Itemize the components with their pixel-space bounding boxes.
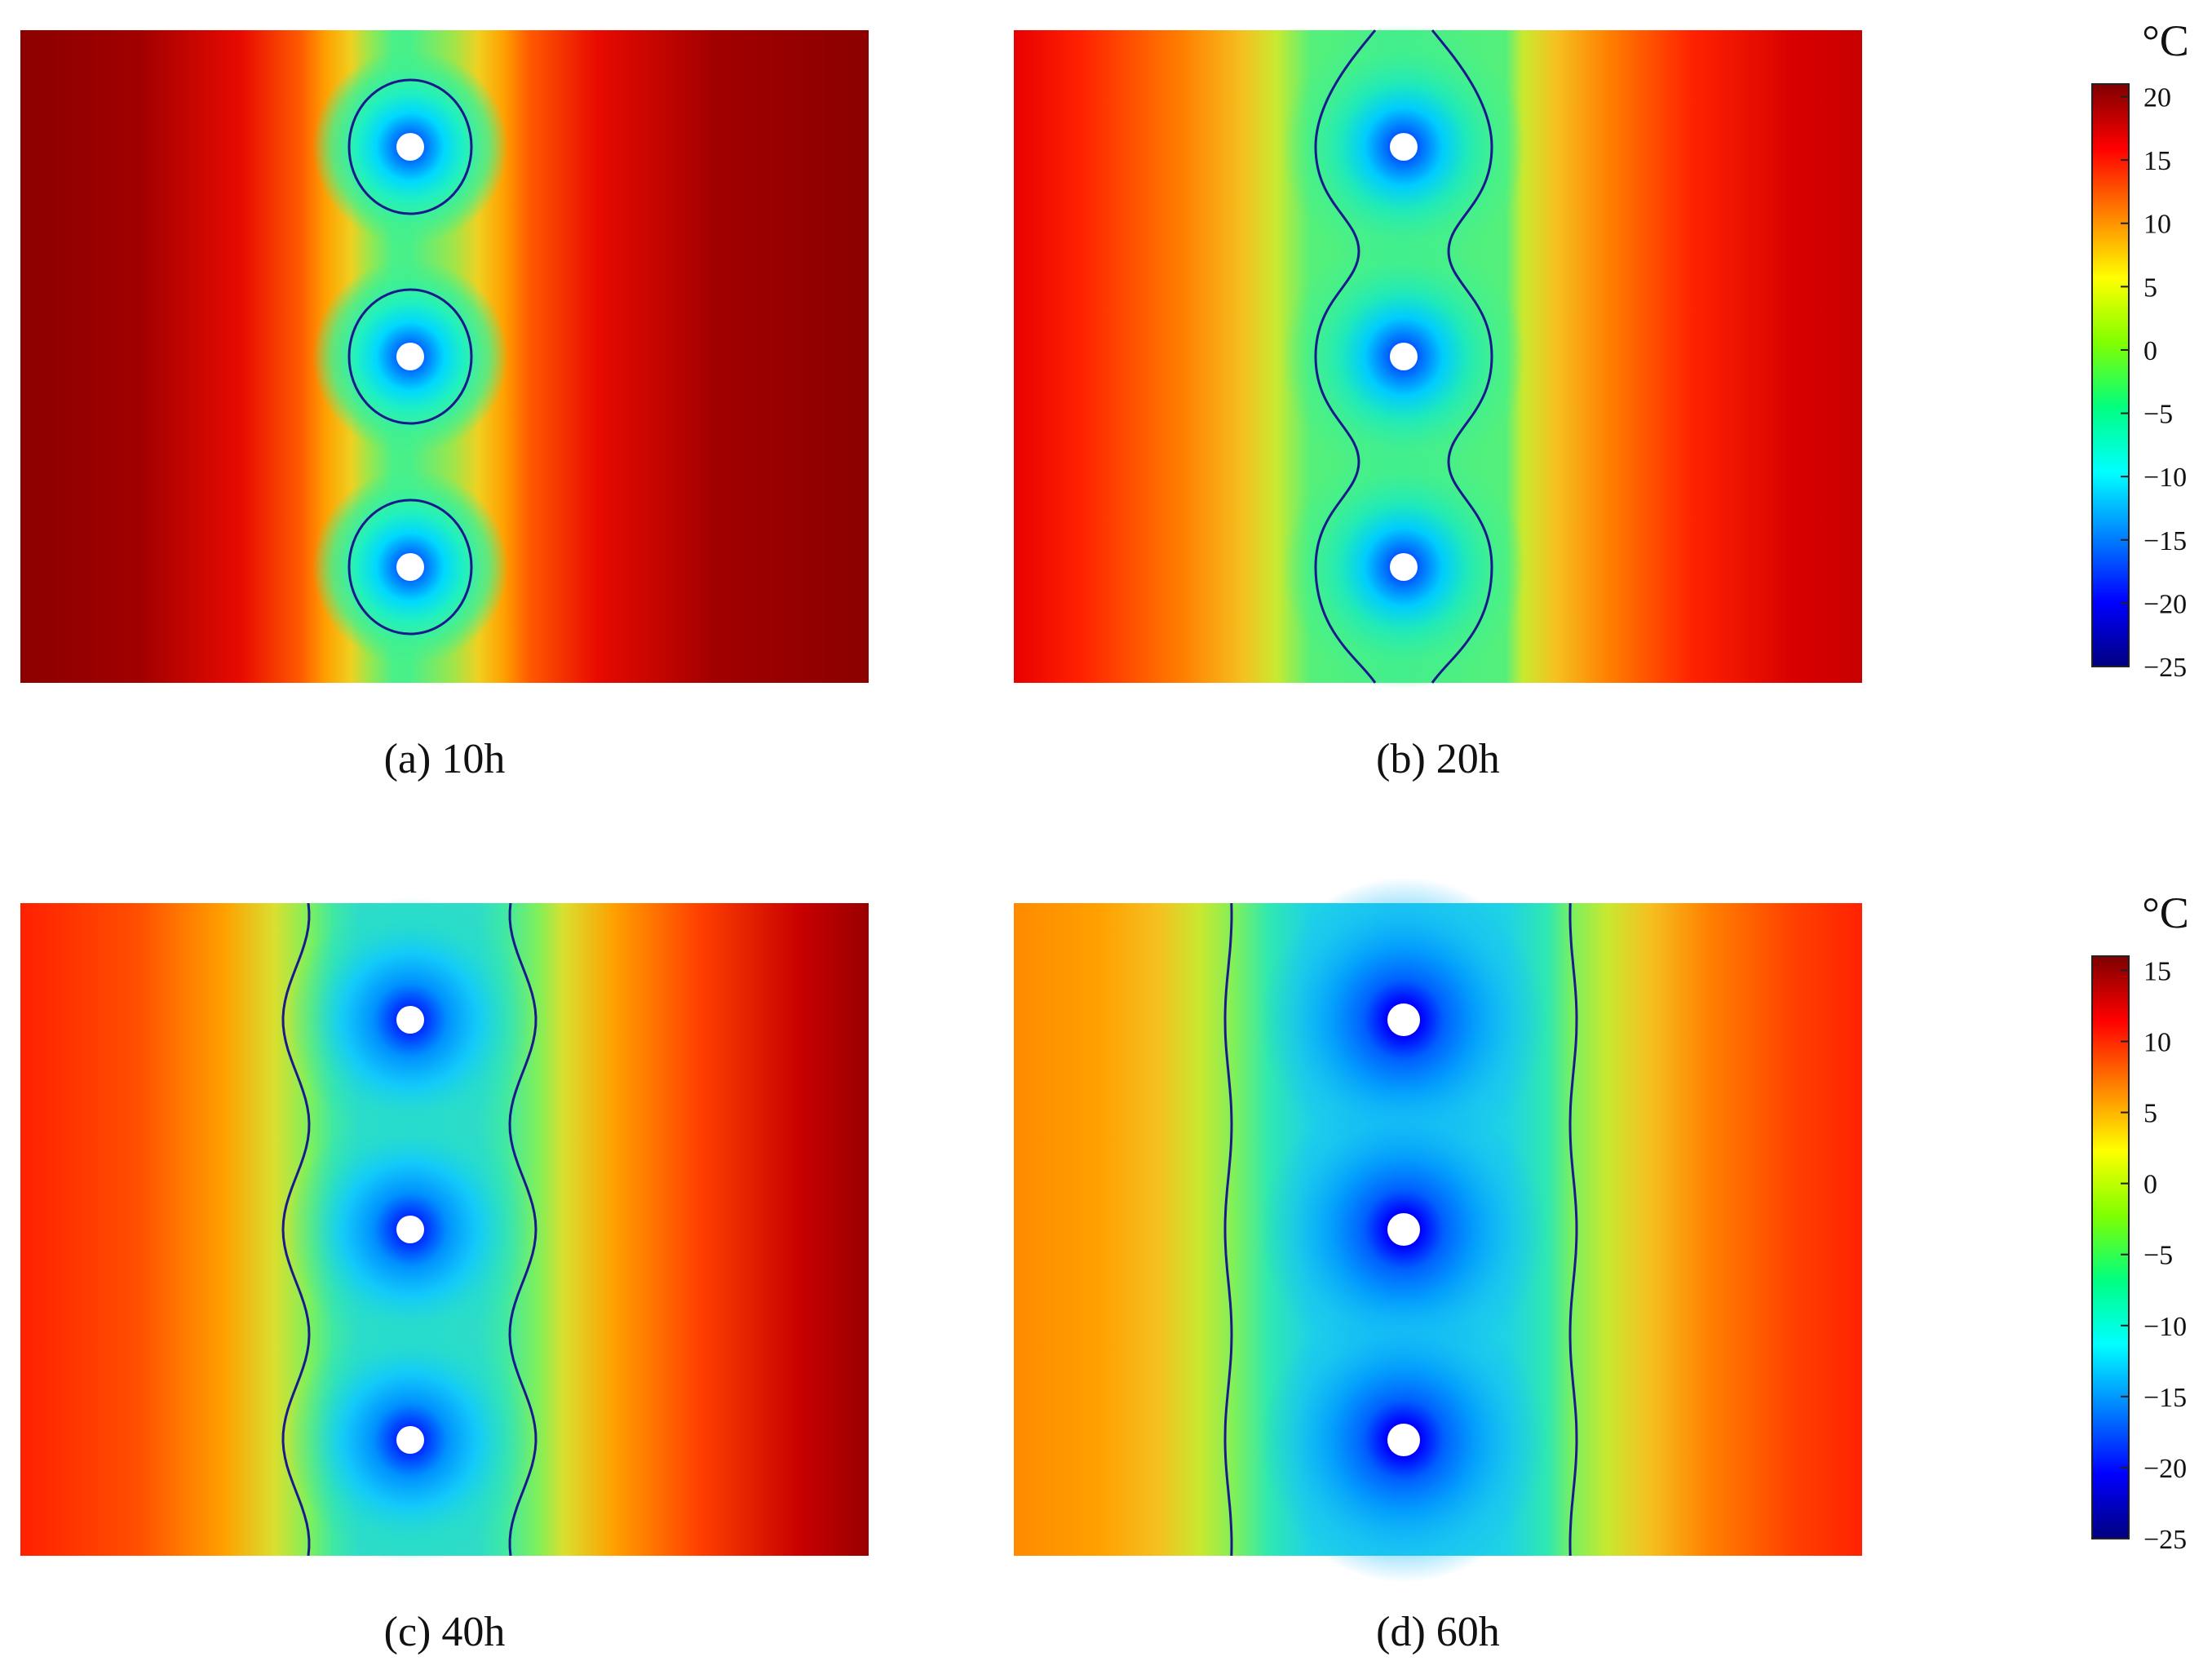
colorbar-bottom-unit: °C [2142, 888, 2189, 937]
colorbar-tick-label: −15 [2143, 1383, 2187, 1413]
colorbar-tick-label: −25 [2143, 653, 2187, 683]
panel-a-caption: (a) 10h [384, 736, 506, 782]
colorbar-tick-label: −10 [2143, 1312, 2187, 1342]
colorbar-tick-label: 5 [2143, 272, 2157, 303]
panel-d-freeze-pipes [1387, 1003, 1420, 1456]
panel-a-zero-isotherm [347, 78, 473, 636]
colorbar-tick-label: 0 [2143, 336, 2157, 366]
colorbar-tick-label: 10 [2143, 1027, 2171, 1057]
panel-c-freeze-pipes [396, 1006, 424, 1454]
zero-isotherm-ring [347, 78, 473, 215]
colorbar-tick-label: −25 [2143, 1525, 2187, 1555]
colorbar-tick-label: 15 [2143, 956, 2171, 986]
freeze-pipe-2 [396, 1216, 424, 1243]
colorbar-top: °C −25 −20 −15 −10 −5 0 5 10 15 20 [2091, 16, 2189, 683]
zero-isotherm-ring [347, 288, 473, 425]
panel-b-freeze-pipes [1390, 133, 1418, 581]
freeze-pipe-3 [396, 553, 424, 581]
colorbar-tick-label: −20 [2143, 1454, 2187, 1484]
colorbar-tick-label: −15 [2143, 526, 2187, 556]
zero-isotherm-left [1223, 902, 1233, 1557]
panel-b-caption: (b) 20h [1376, 736, 1500, 782]
freeze-pipe-1 [396, 133, 424, 161]
panel-c-40h: (c) 40h [20, 897, 869, 1655]
panel-d-60h: (d) 60h [1014, 877, 1862, 1655]
colorbar-tick-label: −5 [2143, 1241, 2173, 1271]
colorbar-bottom-ticks: −25 −20 −15 −10 −5 0 5 10 15 [2121, 956, 2187, 1555]
colorbar-tick-label: −20 [2143, 589, 2187, 619]
colorbar-top-ticks: −25 −20 −15 −10 −5 0 5 10 15 20 [2121, 83, 2187, 683]
freeze-pipe-1 [396, 1006, 424, 1034]
freeze-pipe-2 [1390, 343, 1418, 370]
colorbar-tick-label: 20 [2143, 83, 2171, 113]
freeze-pipe-1 [1387, 1003, 1420, 1036]
panel-b-zero-isotherm [1314, 29, 1493, 684]
zero-isotherm-right [1568, 902, 1578, 1557]
freeze-pipe-3 [1387, 1424, 1420, 1456]
panel-b-20h: (b) 20h [1014, 24, 1862, 782]
freeze-pipe-3 [396, 1426, 424, 1454]
freeze-pipe-2 [1387, 1213, 1420, 1246]
panel-d-caption: (d) 60h [1376, 1609, 1500, 1655]
colorbar-tick-label: −10 [2143, 463, 2187, 493]
zero-isotherm-ring [347, 498, 473, 636]
panel-d-zero-isotherm [1223, 902, 1578, 1557]
panel-c-zero-isotherm [281, 902, 538, 1557]
colorbar-tick-label: −5 [2143, 400, 2173, 430]
zero-isotherm-right [508, 902, 538, 1557]
colorbar-tick-label: 10 [2143, 210, 2171, 240]
panel-a-freeze-pipes [396, 133, 424, 581]
colorbar-tick-label: 5 [2143, 1099, 2157, 1129]
zero-isotherm-left [281, 902, 311, 1557]
freeze-pipe-3 [1390, 553, 1418, 581]
zero-isotherm-left [1314, 29, 1377, 684]
colorbar-top-gradient [2091, 83, 2130, 667]
colorbar-tick-label: 0 [2143, 1170, 2157, 1200]
panel-a-10h: (a) 10h [20, 30, 869, 782]
colorbar-bottom-gradient [2091, 955, 2130, 1539]
panel-c-caption: (c) 40h [384, 1609, 506, 1655]
colorbar-bottom: °C −25 −20 −15 −10 −5 0 5 10 15 [2091, 888, 2189, 1555]
colorbar-top-unit: °C [2142, 16, 2189, 65]
freeze-pipe-1 [1390, 133, 1418, 161]
freeze-pipe-2 [396, 343, 424, 370]
zero-isotherm-right [1431, 29, 1493, 684]
colorbar-tick-label: 15 [2143, 146, 2171, 176]
